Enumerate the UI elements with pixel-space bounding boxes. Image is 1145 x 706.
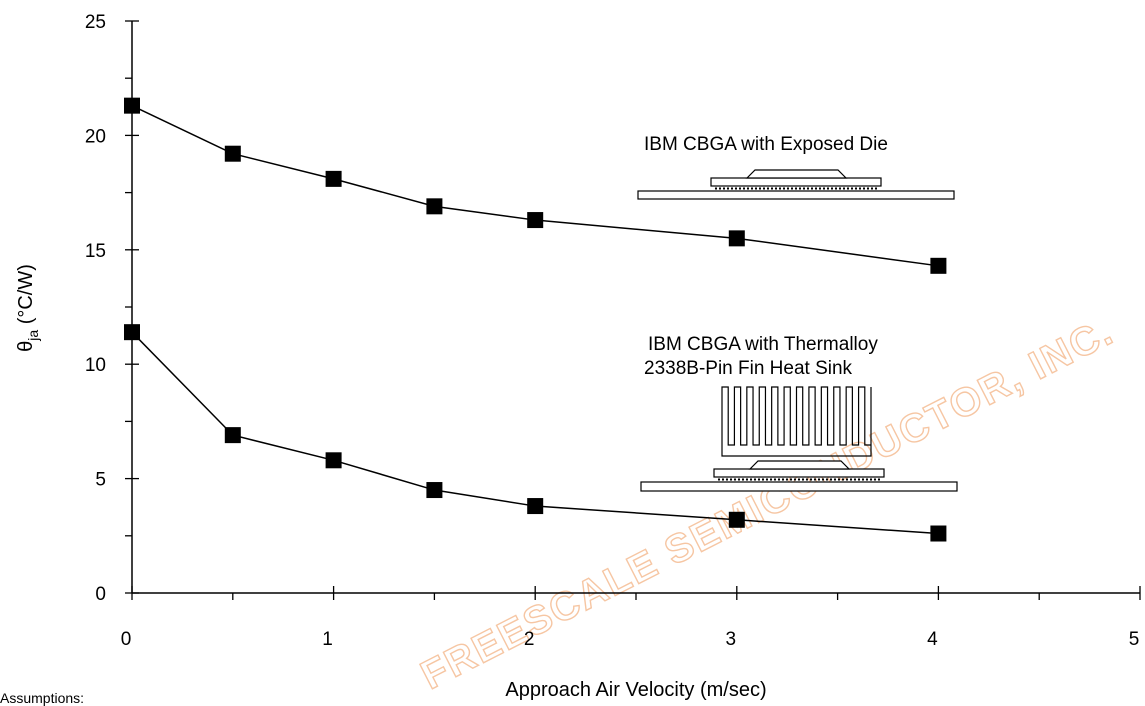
- annotation-heat-sink-line1: IBM CBGA with Thermalloy: [648, 334, 878, 355]
- series-1-point: [728, 230, 745, 247]
- heat-sink-fins: [721, 386, 872, 457]
- y-tick-label: 25: [85, 12, 106, 33]
- x-tick-label: 1: [322, 629, 333, 650]
- exposed-die-package-diagram: [637, 169, 955, 200]
- y-axis-label: θja (°C/W): [15, 264, 41, 352]
- y-tick-label: 10: [85, 355, 106, 376]
- annotation-heat-sink-line2: 2338B-Pin Fin Heat Sink: [644, 358, 853, 379]
- heat-sink-package-diagram: [640, 386, 958, 492]
- exposed-die-board: [637, 190, 955, 200]
- x-tick-label: 2: [524, 629, 535, 650]
- series-2-point: [426, 482, 443, 499]
- exposed-die-substrate: [710, 177, 882, 187]
- y-tick-labels: 0 5 10 15 20 25: [85, 12, 106, 605]
- footnote: Assumptions:: [0, 690, 85, 706]
- series-2-point: [325, 452, 342, 469]
- heat-sink-board: [640, 481, 958, 492]
- series-1-point: [527, 212, 544, 229]
- x-tick-label: 4: [927, 629, 938, 650]
- series-1-point: [426, 198, 443, 215]
- series-2-point: [728, 511, 745, 528]
- y-tick-label: 5: [95, 470, 106, 491]
- heat-sink-substrate: [713, 468, 885, 478]
- y-axis-label-symbol: θ: [15, 341, 37, 352]
- series-group: [124, 97, 947, 542]
- series-2-point: [124, 324, 140, 341]
- y-tick-label: 15: [85, 241, 106, 262]
- x-ticks: [131, 586, 1141, 600]
- y-tick-label: 20: [85, 126, 106, 147]
- x-tick-label: 3: [726, 629, 737, 650]
- axes: 0 5 10 15 20 25 0 1 2 3 4 5: [85, 12, 1141, 650]
- series-2-point: [930, 525, 947, 542]
- x-axis-label: Approach Air Velocity (m/sec): [505, 679, 766, 701]
- x-tick-labels: 0 1 2 3 4 5: [121, 629, 1140, 650]
- series-2-point: [527, 498, 544, 515]
- y-tick-label: 0: [95, 584, 106, 605]
- series-2-point: [224, 427, 241, 444]
- series-1-point: [124, 97, 140, 114]
- heat-sink-chip: [748, 460, 851, 470]
- series-1-point: [325, 170, 342, 187]
- y-axis-label-subscript: ja: [25, 330, 41, 342]
- annotation-exposed-die: IBM CBGA with Exposed Die: [644, 134, 888, 155]
- y-axis-label-units: (°C/W): [15, 264, 37, 330]
- x-tick-label: 5: [1129, 629, 1140, 650]
- exposed-die-chip: [745, 169, 848, 179]
- series-1-point: [930, 257, 947, 274]
- x-tick-label: 0: [121, 629, 132, 650]
- series-1-point: [224, 145, 241, 162]
